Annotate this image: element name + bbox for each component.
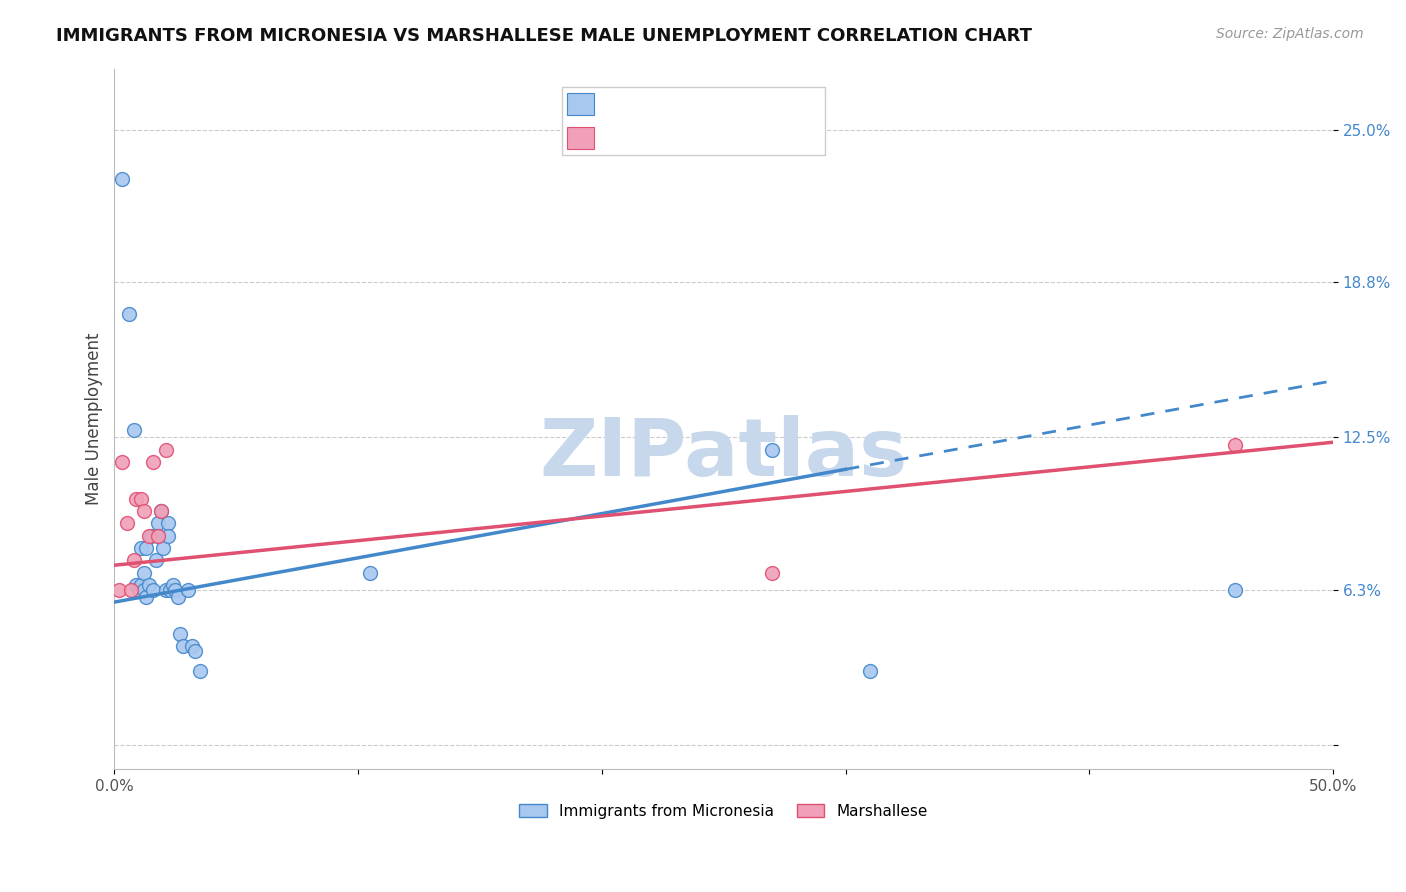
Point [125,491,148,506]
Point [125,578,148,592]
Point [139,529,162,543]
Point [166,590,188,604]
Point [135,590,157,604]
Point [169,627,191,641]
Point [132,582,155,597]
Point [148,529,170,543]
Point [761,566,783,580]
Point [132,566,155,580]
Point [148,516,170,531]
Point [155,442,177,457]
Point [157,516,180,531]
Point [761,442,783,457]
Point [149,504,172,518]
Point [129,578,152,592]
Point [176,582,198,597]
Point [111,172,134,186]
Point [145,553,167,567]
Point [129,491,152,506]
Point [162,578,184,592]
Point [138,529,160,543]
Point [157,529,180,543]
Point [1225,582,1247,597]
Point [172,640,194,654]
Point [155,582,177,597]
Point [129,541,152,555]
Point [132,504,155,518]
Point [122,553,145,567]
Point [148,529,170,543]
Point [859,664,882,678]
Y-axis label: Male Unemployment: Male Unemployment [86,333,103,505]
Point [359,566,381,580]
Point [138,578,160,592]
Point [111,455,134,469]
Point [142,582,165,597]
Point [142,455,165,469]
Point [159,582,181,597]
Point [115,516,138,531]
Point [122,423,145,437]
Point [181,640,204,654]
Point [152,541,174,555]
Point [149,504,172,518]
Point [135,541,157,555]
Text: Source: ZipAtlas.com: Source: ZipAtlas.com [1216,27,1364,41]
Point [118,307,141,321]
Point [165,582,187,597]
Point [184,644,207,658]
Point [188,664,211,678]
Point [108,582,131,597]
Text: ZIPatlas: ZIPatlas [540,415,908,493]
Point [128,582,150,597]
Legend: Immigrants from Micronesia, Marshallese: Immigrants from Micronesia, Marshallese [513,797,934,825]
Point [121,582,143,597]
Text: IMMIGRANTS FROM MICRONESIA VS MARSHALLESE MALE UNEMPLOYMENT CORRELATION CHART: IMMIGRANTS FROM MICRONESIA VS MARSHALLES… [56,27,1032,45]
Point [1225,438,1247,452]
